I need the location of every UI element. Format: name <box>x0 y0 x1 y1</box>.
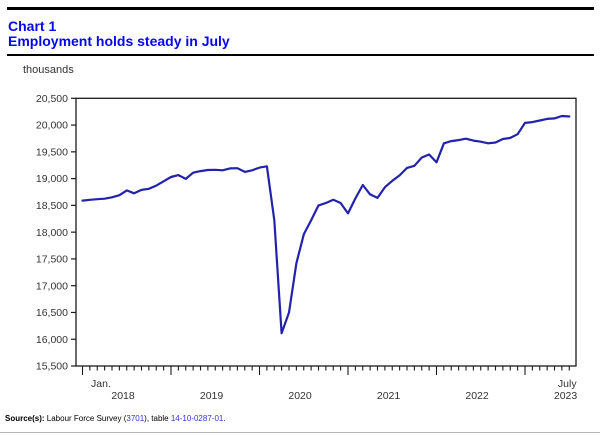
x-axis-year-label: 2022 <box>465 390 489 402</box>
x-axis-year-label: 2021 <box>377 390 401 402</box>
source-text-2: ), table <box>144 414 171 423</box>
y-axis-tick-label: 17,000 <box>36 280 68 292</box>
y-axis-tick-label: 19,500 <box>36 146 68 158</box>
x-axis-first-label: Jan. <box>91 378 111 390</box>
plot-frame <box>75 97 577 367</box>
y-axis-tick-label: 20,500 <box>36 93 68 105</box>
y-axis-tick-label: 20,000 <box>36 120 68 132</box>
source-text-3: . <box>223 414 226 423</box>
source-line: Source(s): Labour Force Survey (3701), t… <box>5 414 226 423</box>
x-axis-year-label: 2018 <box>111 390 135 402</box>
y-axis-tick-label: 18,500 <box>36 200 68 212</box>
y-axis-tick-label: 16,500 <box>36 307 68 319</box>
bottom-edge-rule <box>0 432 600 433</box>
x-axis-year-label: 2019 <box>200 390 224 402</box>
source-prefix: Source(s): <box>5 414 45 423</box>
employment-line <box>81 114 571 335</box>
chart-label: Chart 1 <box>8 18 57 34</box>
y-axis-tick-label: 19,000 <box>36 173 68 185</box>
y-axis-tick-label: 18,000 <box>36 227 68 239</box>
table-number-link[interactable]: 14-10-0287-01 <box>170 414 224 423</box>
top-rule <box>7 7 594 10</box>
y-axis-unit-label: thousands <box>23 64 74 76</box>
page-title: Employment holds steady in July <box>8 33 230 49</box>
x-axis-year-label: 2020 <box>288 390 312 402</box>
survey-number-link[interactable]: 3701 <box>126 414 145 423</box>
x-axis-last-label: July <box>558 378 577 390</box>
y-axis-tick-label: 16,000 <box>36 334 68 346</box>
y-axis-tick-label: 15,500 <box>36 361 68 373</box>
chart-title-block: Chart 1 Employment holds steady in July <box>8 19 230 49</box>
title-rule <box>7 54 594 56</box>
x-axis-year-label: 2023 <box>554 390 578 402</box>
source-text-1: Labour Force Survey ( <box>44 414 127 423</box>
y-axis-tick-label: 17,500 <box>36 254 68 266</box>
